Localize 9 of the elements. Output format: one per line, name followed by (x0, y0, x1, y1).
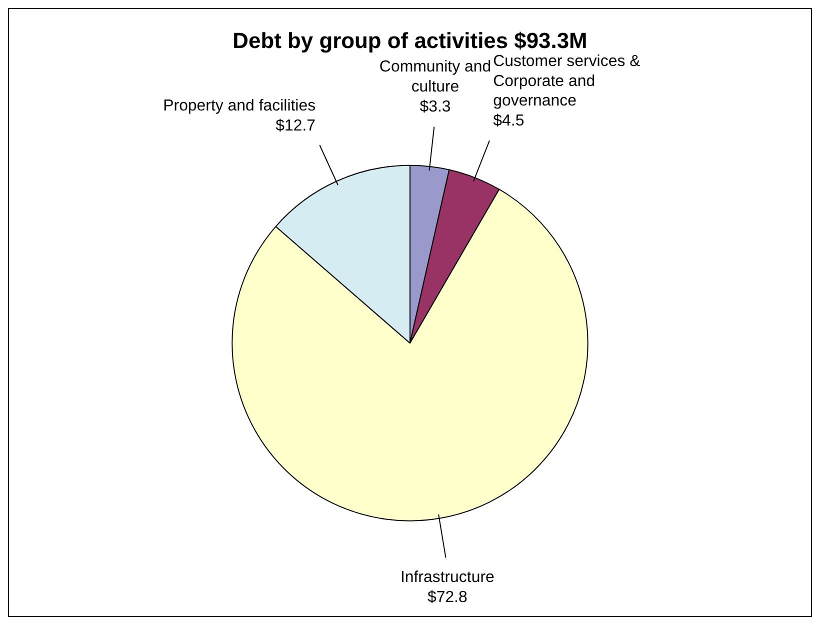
slice-label: Infrastructure (400, 568, 495, 586)
data-label: $12.7 (276, 117, 316, 134)
slice-label: Property and facilities (163, 98, 316, 115)
data-label: $72.8 (427, 588, 468, 606)
data-label: $4.5 (493, 112, 524, 130)
data-label: $3.3 (420, 98, 451, 116)
slice-label: Customer services & Corporate and governance (493, 52, 641, 110)
slice-label: Community and culture (379, 58, 492, 96)
chart-title: Debt by group of activities $93.3M (232, 28, 588, 54)
